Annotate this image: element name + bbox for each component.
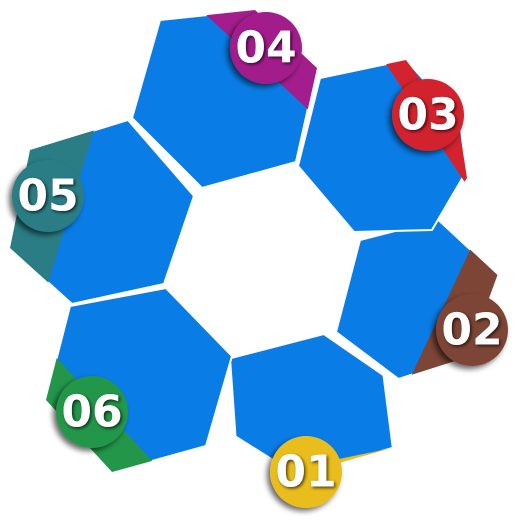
hexagon-segment-01: 01 (229, 333, 394, 508)
hexagon-segment-03: 03 (297, 59, 467, 233)
number-badge-02 (436, 294, 508, 366)
hexagon-segment-06: 06 (45, 287, 233, 473)
number-badge-04 (230, 12, 302, 84)
number-badge-06 (56, 376, 128, 448)
number-label-06: 06 (61, 387, 122, 438)
number-badge-03 (392, 79, 464, 151)
hexagon-segment-04: 04 (131, 9, 318, 189)
number-label-03: 03 (397, 90, 458, 141)
number-label-02: 02 (441, 305, 502, 356)
number-badge-01 (270, 436, 342, 508)
number-badge-05 (12, 160, 84, 232)
number-label-04: 04 (235, 23, 296, 74)
number-label-01: 01 (275, 447, 336, 498)
number-label-05: 05 (17, 171, 78, 222)
hexagon-segment-02: 02 (335, 219, 508, 380)
